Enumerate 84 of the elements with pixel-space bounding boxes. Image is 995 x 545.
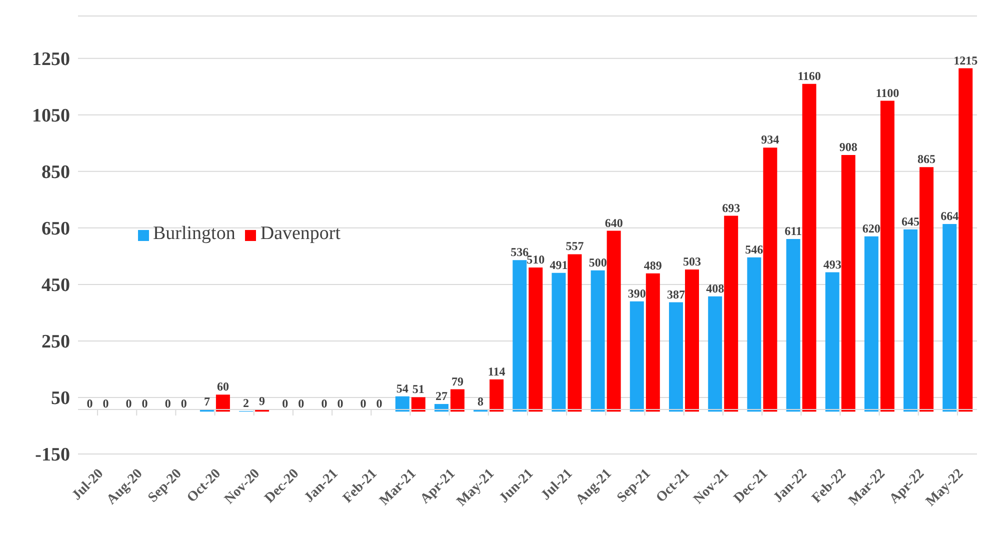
data-label: 908 [839,140,858,154]
data-label: 620 [862,221,880,236]
data-label: 493 [823,257,842,272]
data-label: 611 [784,224,802,238]
data-label: 0 [180,396,187,411]
data-label: 0 [102,396,109,411]
bar [920,167,934,412]
data-label: 387 [666,287,685,302]
bar [216,394,230,412]
bar [825,272,840,412]
bar [904,229,918,412]
data-label: 693 [722,200,740,215]
bar [590,270,605,412]
bar [552,272,566,412]
data-label: 640 [604,216,623,230]
data-label: 0 [142,396,148,411]
bar [684,269,699,412]
data-label: 500 [588,255,607,270]
bar [802,84,816,412]
data-label: 9 [259,394,266,408]
bar [864,236,878,412]
y-tick-label: 850 [42,162,70,184]
data-label: 0 [282,396,288,411]
data-label: 0 [164,396,171,411]
data-label: 503 [682,254,701,268]
bar [880,100,894,412]
bar [568,254,582,412]
data-label: 8 [478,394,484,408]
y-tick-label: 650 [42,218,70,240]
data-label: 0 [298,396,304,411]
legend-label: Davenport [260,223,341,244]
data-label: 536 [510,245,529,260]
data-label: 27 [435,388,448,403]
data-label: 408 [706,281,724,296]
data-label: 1100 [876,86,900,100]
data-label: 557 [566,239,584,254]
y-tick-label: 250 [42,332,70,353]
bar [512,260,527,412]
y-tick-label: 1250 [32,49,70,70]
bar [411,397,426,412]
data-label: 0 [337,396,344,411]
data-label: 1215 [954,53,978,68]
y-tick-label: 50 [51,388,70,410]
bar [708,296,722,412]
data-label: 664 [940,208,959,223]
bar [763,148,778,412]
bar [942,224,957,412]
bar [630,301,644,412]
data-label: 934 [761,132,780,147]
data-label: 7 [204,394,210,409]
bar [786,238,800,412]
bar [606,230,621,412]
data-label: 1160 [798,68,821,83]
bar [528,267,543,412]
bar [724,216,738,412]
bar [747,257,762,412]
data-label: 0 [86,396,93,411]
data-label: 645 [902,214,920,228]
bar [646,273,660,412]
data-label: 79 [451,374,464,388]
data-label: 546 [745,242,764,256]
data-label: 491 [550,258,568,272]
data-label: 51 [412,382,424,396]
data-label: 0 [321,396,328,411]
data-label: 54 [396,381,408,396]
y-tick-label: -150 [35,444,70,466]
y-tick-label: 450 [42,275,70,296]
bar [668,302,683,412]
data-label: 0 [376,396,382,411]
data-label: 865 [918,152,936,166]
bar [490,379,504,412]
bar [450,389,464,412]
data-label: 0 [126,396,132,411]
y-tick-label: 1050 [32,106,70,127]
data-label: 0 [360,396,366,411]
data-label: 390 [628,286,646,300]
bar [841,155,856,412]
data-label: 489 [644,258,662,272]
data-label: 60 [216,380,229,394]
bar [958,68,973,412]
data-label: 114 [488,364,506,378]
legend-label: Burlington [153,223,236,244]
data-label: 2 [243,396,250,410]
bar [395,396,410,412]
